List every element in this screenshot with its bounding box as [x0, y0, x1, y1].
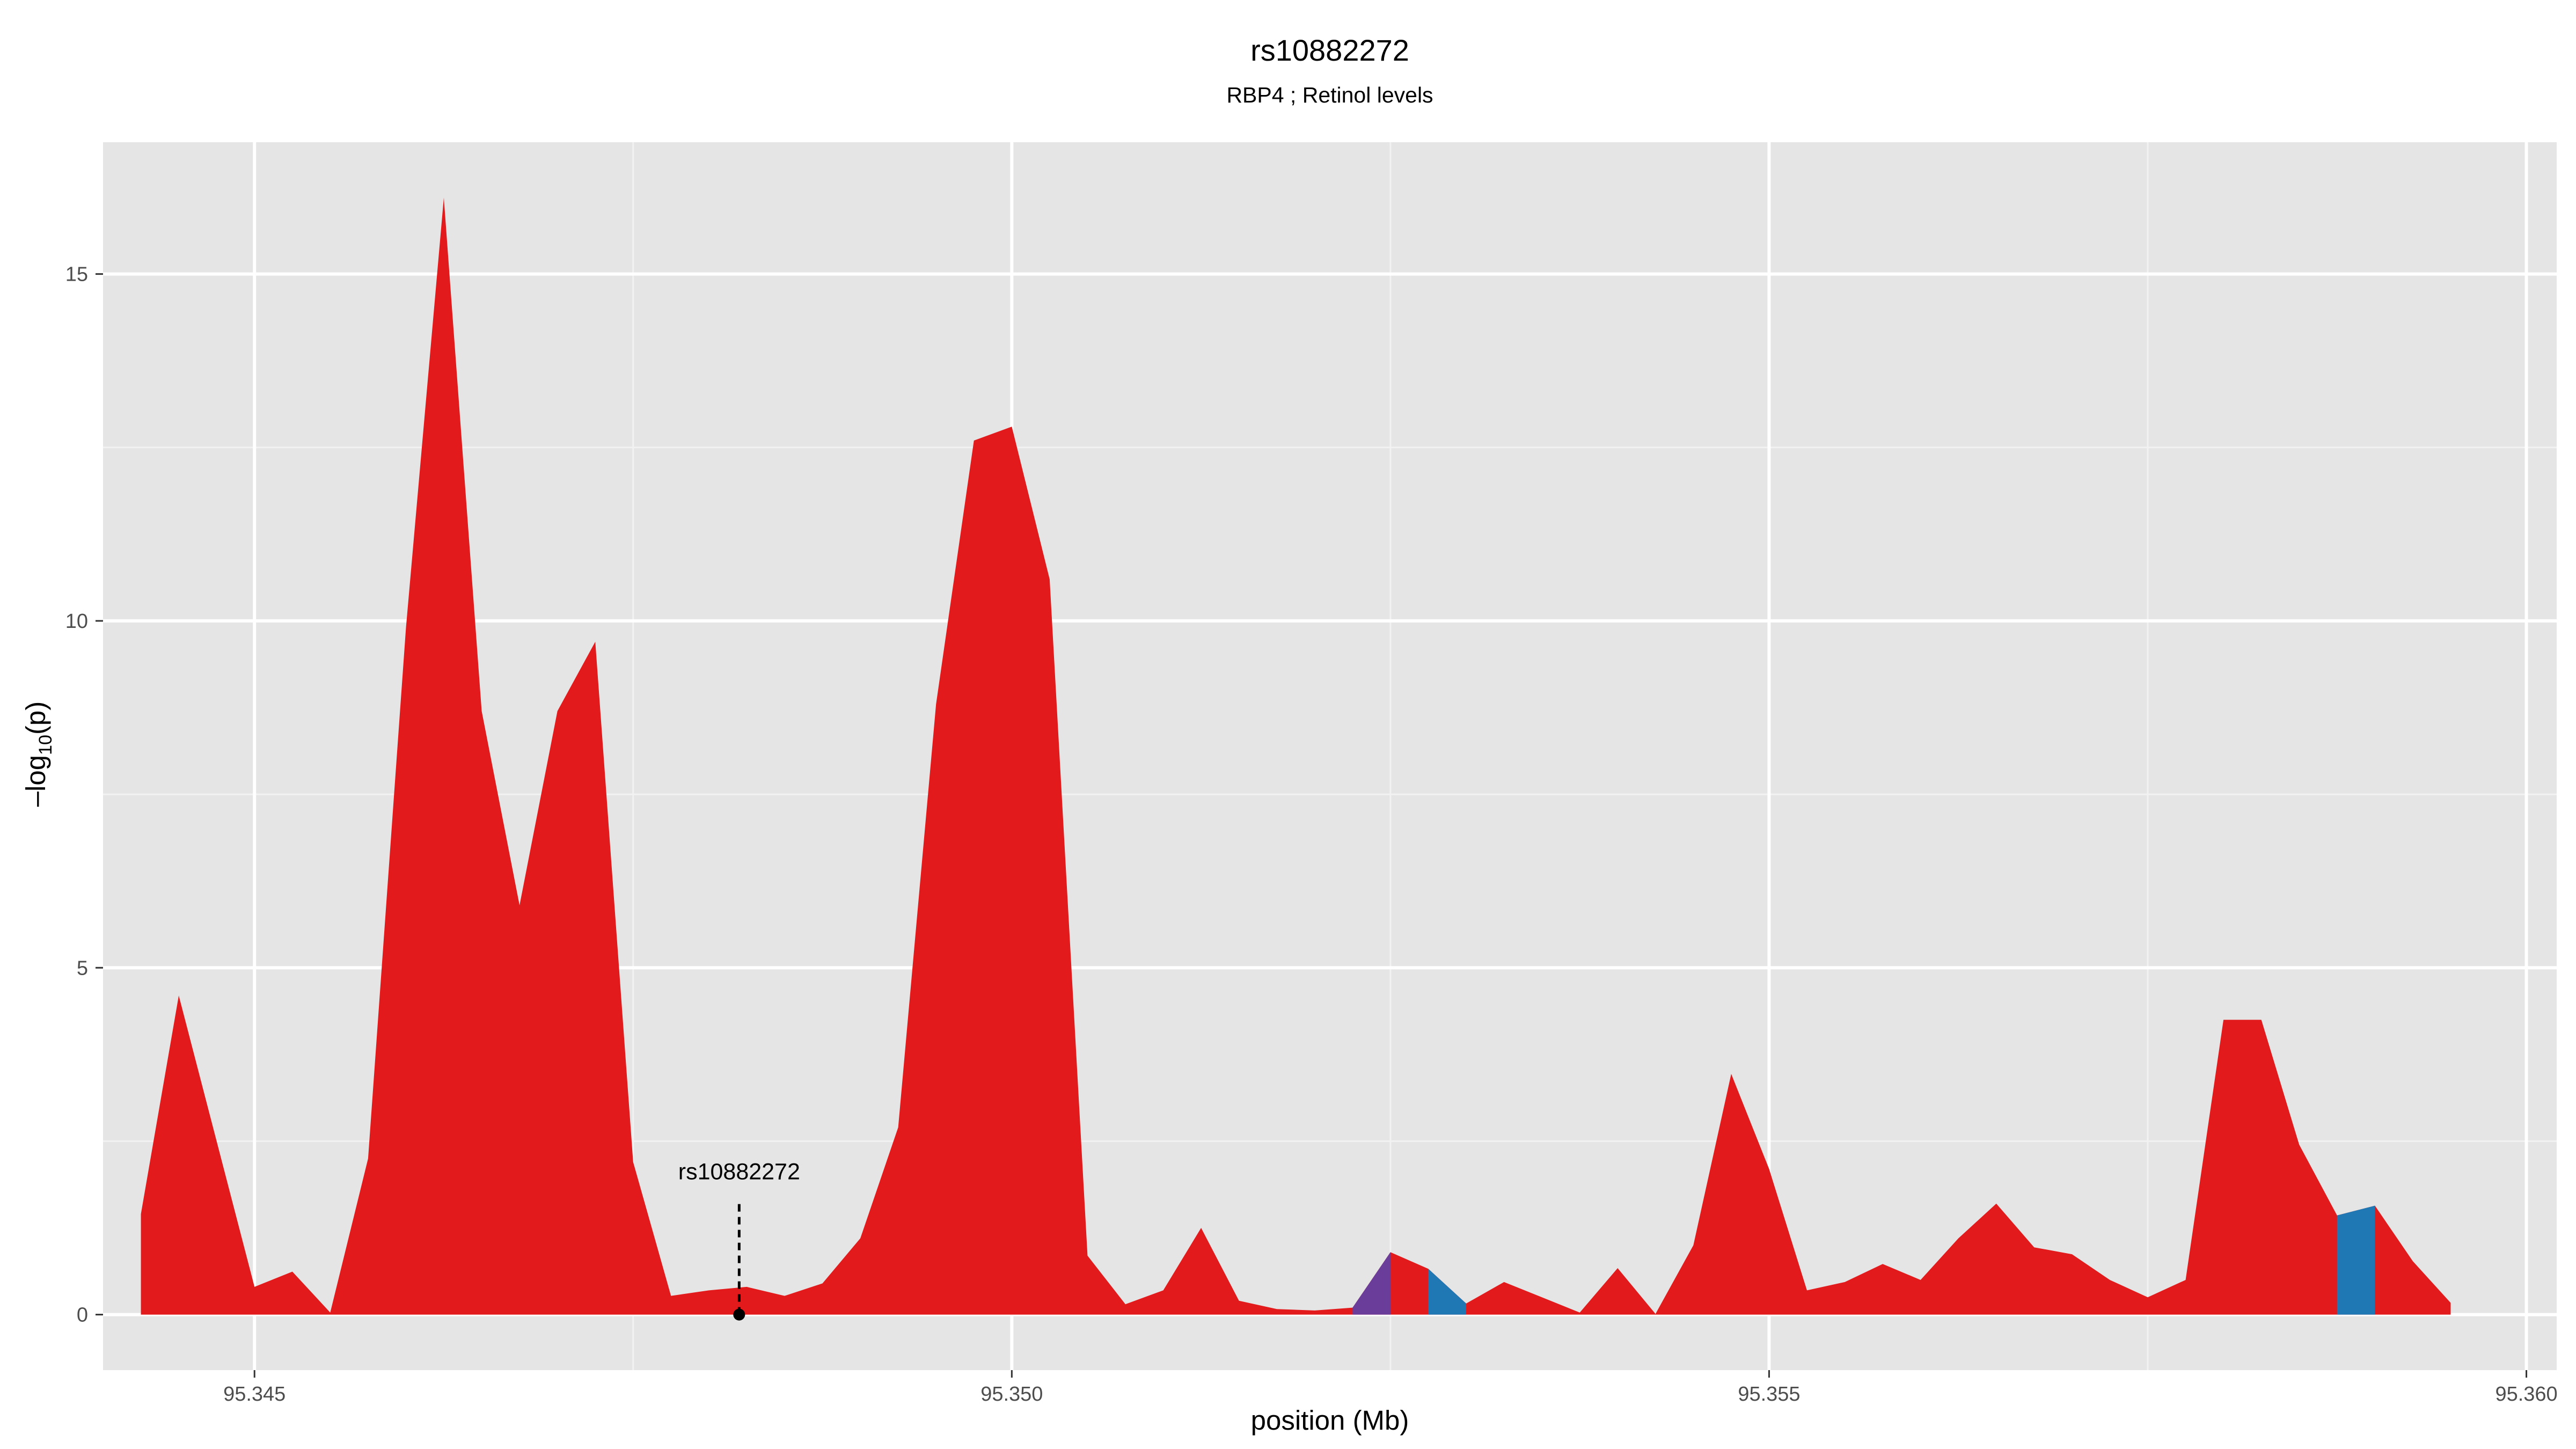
y-axis-title-prefix: –log: [20, 755, 51, 807]
area-series: [141, 197, 2451, 1315]
y-axis-title: –log10(p): [20, 701, 56, 807]
chart-subtitle: RBP4 ; Retinol levels: [1226, 83, 1433, 107]
annotation-point: [733, 1308, 745, 1321]
annotation-label: rs10882272: [678, 1159, 800, 1185]
area-segment-purple: [1352, 1252, 1391, 1315]
y-axis: 0 5 10 15: [65, 264, 103, 1327]
area-segment-blue: [2337, 1205, 2375, 1315]
y-tick-label: 10: [65, 610, 88, 633]
x-tick-label: 95.345: [223, 1383, 286, 1406]
x-tick-label: 95.360: [2495, 1383, 2557, 1406]
y-tick-label: 0: [77, 1304, 88, 1327]
x-tick-label: 95.350: [980, 1383, 1043, 1406]
x-axis: 95.345 95.350 95.355 95.360: [223, 1370, 2558, 1406]
y-axis-title-subscript: 10: [35, 735, 56, 755]
area-fill-red: [141, 197, 2451, 1315]
x-tick-label: 95.355: [1738, 1383, 1800, 1406]
y-axis-title-suffix: (p): [20, 701, 51, 735]
y-tick-label: 5: [77, 957, 88, 979]
x-axis-title: position (Mb): [1251, 1405, 1409, 1436]
y-tick-label: 15: [65, 264, 88, 286]
chart-title: rs10882272: [1250, 33, 1409, 67]
snp-annotation: rs10882272: [678, 1159, 800, 1321]
area-segment-blue: [1428, 1269, 1466, 1315]
